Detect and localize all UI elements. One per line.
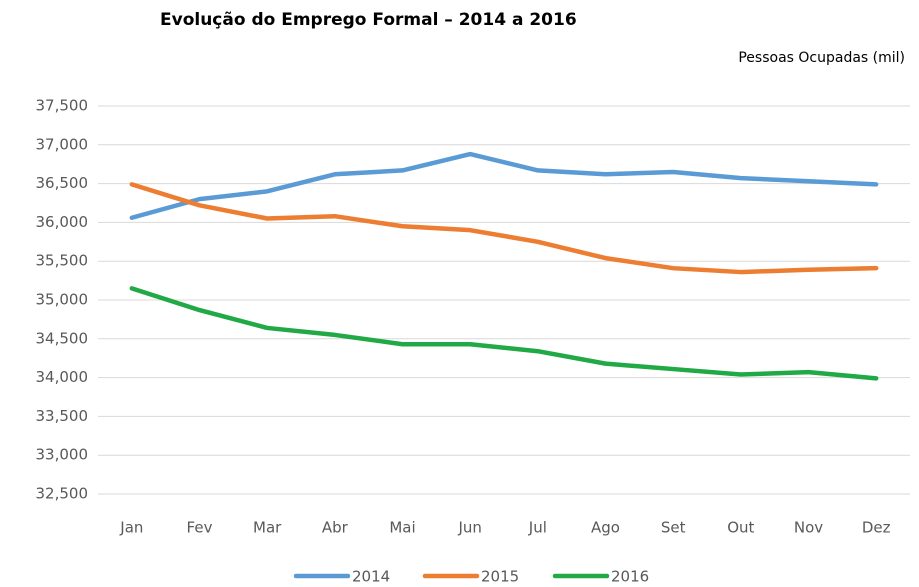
y-tick-label: 37,500: [36, 97, 89, 115]
y-tick-label: 33,000: [36, 446, 89, 464]
series-line: [129, 151, 879, 220]
y-tick-label: 32,500: [36, 485, 89, 503]
x-tick-label: Jul: [528, 519, 547, 537]
x-tick-label: Out: [727, 519, 754, 537]
x-tick-label: Ago: [591, 519, 620, 537]
x-tick-label: Set: [661, 519, 686, 537]
legend-label: 2015: [481, 568, 519, 586]
chart-subtitle: Pessoas Ocupadas (mil): [738, 50, 905, 66]
chart-title: Evolução do Emprego Formal – 2014 a 2016: [160, 10, 577, 30]
series-line: [129, 182, 879, 275]
y-tick-label: 33,500: [36, 407, 89, 425]
y-tick-label: 35,500: [36, 252, 89, 270]
x-tick-label: Abr: [322, 519, 349, 537]
y-tick-label: 34,500: [36, 329, 89, 347]
x-tick-label: Jun: [457, 519, 481, 537]
x-tick-label: Mar: [253, 519, 282, 537]
series-line: [129, 286, 879, 381]
legend-label: 2016: [611, 568, 649, 586]
y-tick-label: 34,000: [36, 368, 89, 386]
y-tick-label: 36,500: [36, 174, 89, 192]
legend-label: 2014: [352, 568, 390, 586]
x-tick-label: Nov: [794, 519, 823, 537]
y-tick-label: 36,000: [36, 213, 89, 231]
x-tick-label: Mai: [389, 519, 415, 537]
x-tick-label: Jan: [119, 519, 143, 537]
y-tick-label: 35,000: [36, 291, 89, 309]
x-tick-label: Fev: [187, 519, 213, 537]
y-tick-label: 37,000: [36, 135, 89, 153]
x-tick-label: Dez: [862, 519, 891, 537]
